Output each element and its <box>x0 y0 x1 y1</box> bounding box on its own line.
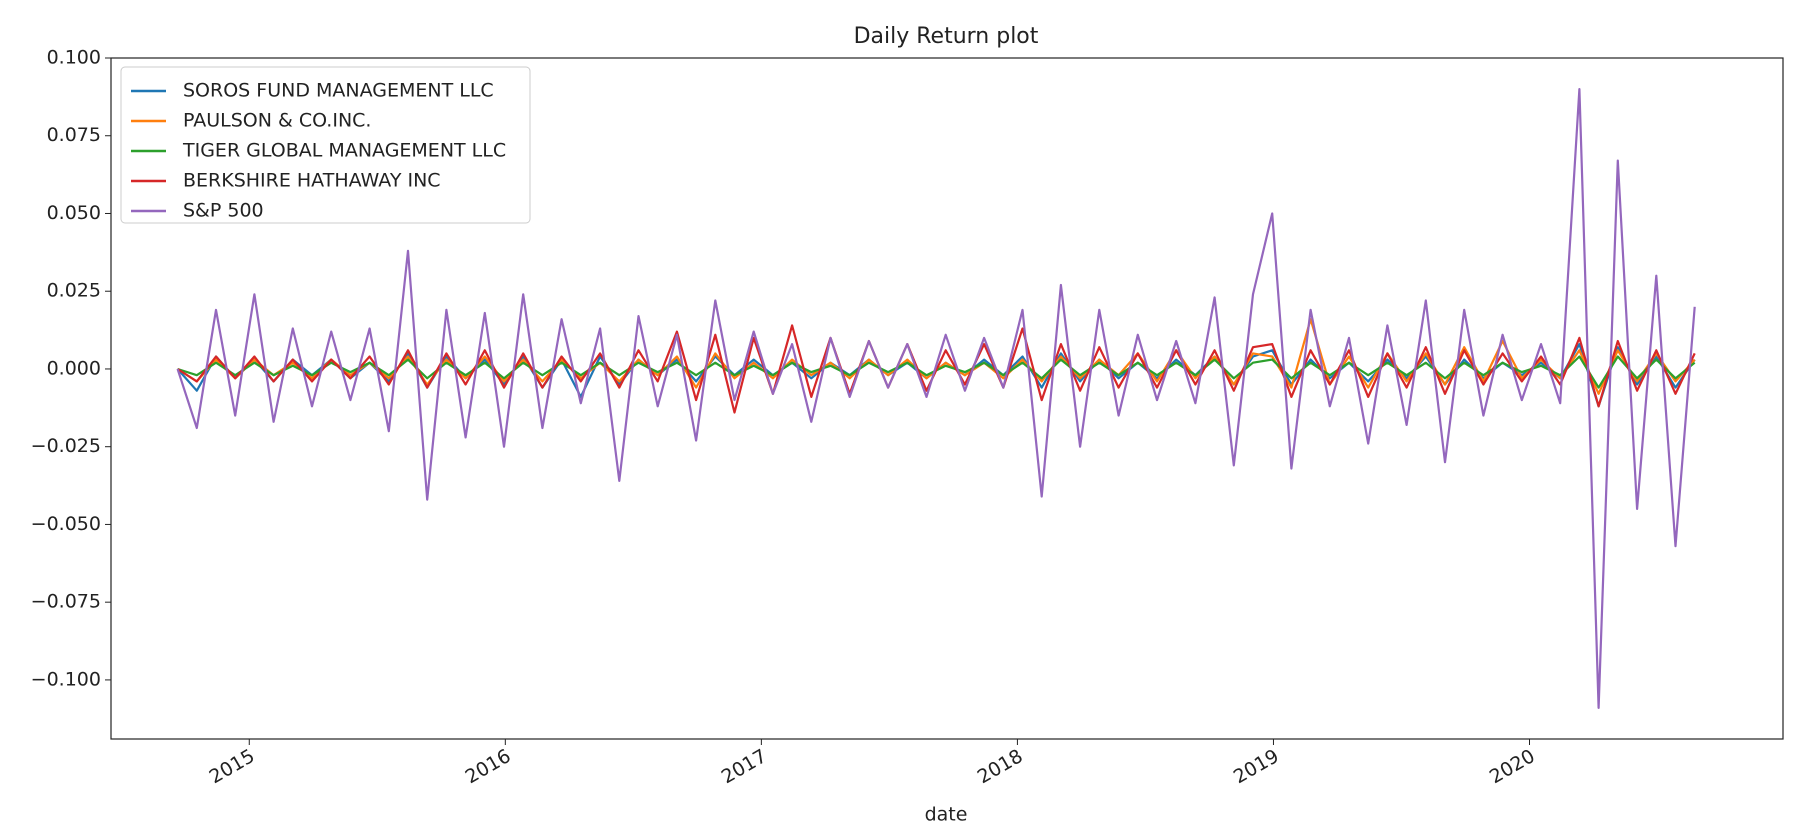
y-tick-label: 0.075 <box>47 124 101 146</box>
y-tick-label: −0.100 <box>31 668 101 690</box>
y-tick-label: −0.075 <box>31 591 101 613</box>
x-tick-label: 2019 <box>1230 745 1283 788</box>
y-tick-label: 0.000 <box>47 357 101 379</box>
legend-box <box>120 66 531 224</box>
series-line <box>176 87 1696 710</box>
x-tick-label: 2018 <box>974 745 1027 788</box>
chart-title: Daily Return plot <box>854 24 1039 49</box>
legend-label: BERKSHIRE HATHAWAY INC <box>183 170 441 192</box>
legend-label: TIGER GLOBAL MANAGEMENT LLC <box>182 140 506 162</box>
legend-label: S&P 500 <box>183 200 264 222</box>
plot-frame <box>110 57 1784 740</box>
x-tick-label: 2016 <box>462 745 515 788</box>
x-tick-label: 2017 <box>718 745 771 788</box>
x-axis-label: date <box>925 804 968 826</box>
y-tick-label: −0.050 <box>31 513 101 535</box>
y-tick-label: 0.025 <box>47 280 101 302</box>
y-tick-label: −0.025 <box>31 435 101 457</box>
y-tick-label: 0.100 <box>47 47 101 69</box>
y-tick-label: 0.050 <box>47 202 101 224</box>
x-tick-label: 2015 <box>206 745 259 788</box>
series-line <box>177 324 1696 414</box>
legend-label: PAULSON & CO.INC. <box>183 110 371 132</box>
x-tick-label: 2020 <box>1486 745 1539 788</box>
legend-label: SOROS FUND MANAGEMENT LLC <box>183 80 494 102</box>
